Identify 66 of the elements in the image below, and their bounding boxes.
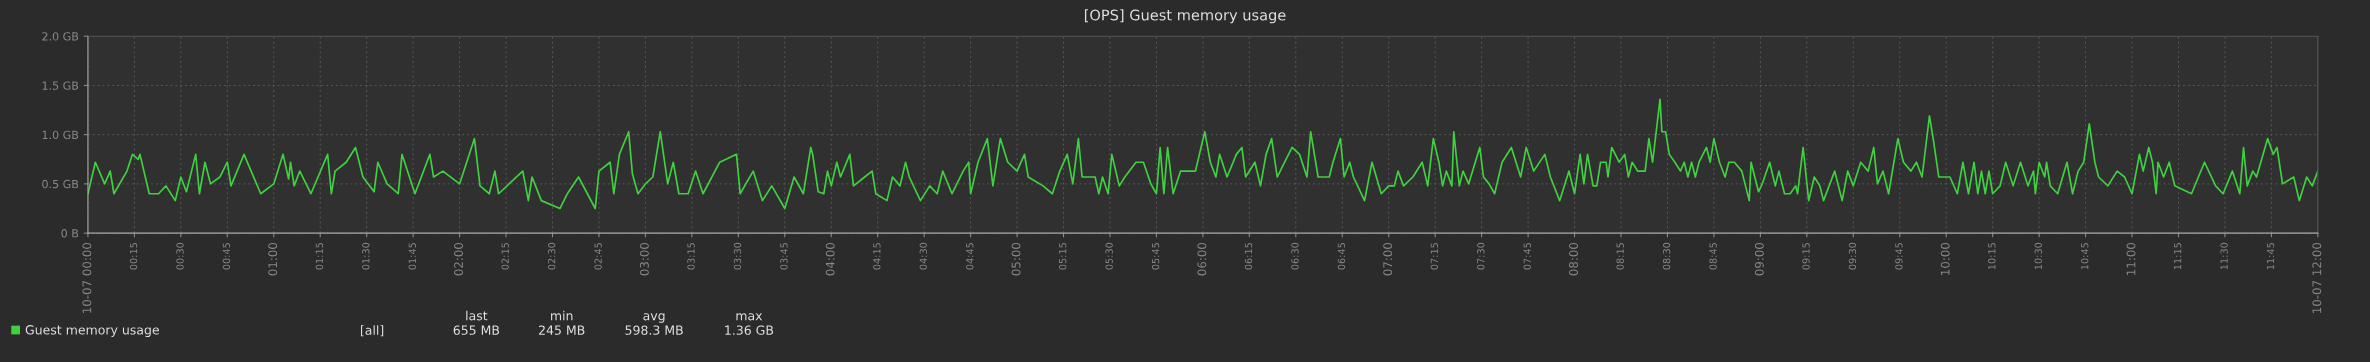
x-tick-label: 01:15 [315, 243, 324, 270]
x-tick-label: 04:00 [825, 242, 835, 276]
text: max [736, 313, 763, 321]
text: min [551, 310, 573, 321]
x-tick-label: 08:45 [1709, 243, 1717, 270]
x-tick-label: 10-07 12:00 [2312, 242, 2322, 313]
x-tick-label: 06:45 [1337, 243, 1346, 270]
x-tick-label: 05:15 [1058, 243, 1067, 270]
x-tick-label: 06:15 [1244, 243, 1253, 270]
legend-label: Guest memory usage [25, 325, 159, 337]
x-tick-label: 00:15 [129, 243, 138, 270]
x-tick-label: 10:15 [1988, 243, 1996, 270]
x-tick-label: 05:30 [1105, 242, 1113, 270]
x-tick-label: 02:45 [594, 243, 602, 270]
x-tick-label: 07:45 [1523, 243, 1531, 270]
y-tick-label: 1.5 GB [42, 81, 79, 90]
x-tick-label: 09:15 [1802, 243, 1810, 270]
x-tick-label: 06:00 [1197, 242, 1207, 276]
chart-title: [OPS] Guest memory usage [1084, 9, 1286, 24]
x-tick-label: 01:00 [268, 242, 278, 276]
x-tick-label: 07:30 [1477, 242, 1485, 270]
x-tick-label: 10:30 [2034, 242, 2042, 270]
x-tick-label: 03:30 [733, 242, 742, 270]
text: avg [643, 313, 665, 323]
x-tick-label: 03:00 [639, 242, 649, 276]
x-tick-label: 05:00 [1011, 242, 1021, 276]
x-tick-label: 10:00 [1940, 242, 1950, 275]
x-tick-label: 09:00 [1754, 242, 1764, 276]
x-tick-label: 01:30 [362, 242, 370, 270]
x-tick-label: 09:45 [1895, 243, 1903, 270]
text: 598.3 MB [625, 325, 683, 335]
x-tick-label: 05:45 [1151, 243, 1160, 270]
x-tick-label: 09:30 [1848, 242, 1857, 270]
y-tick-label: 2.0 GB [42, 32, 79, 41]
text: 245 MB [539, 325, 585, 335]
x-tick-label: 03:45 [780, 243, 788, 270]
text: 655 MB [453, 325, 500, 335]
x-tick-label: 02:30 [547, 242, 556, 270]
x-tick-label: 00:45 [222, 243, 231, 270]
x-tick-label: 04:45 [966, 243, 974, 270]
x-tick-label: 11:00 [2126, 242, 2136, 275]
text: 1.36 GB [725, 325, 774, 335]
x-tick-label: 01:45 [408, 243, 416, 270]
y-tick-label: 0.5 GB [42, 179, 79, 189]
x-tick-label: 04:30 [919, 242, 927, 270]
y-tick-label: 1.0 GB [42, 130, 79, 140]
x-tick-label: 11:15 [2174, 243, 2182, 270]
x-tick-label: 10:45 [2081, 243, 2089, 270]
x-tick-label: 04:15 [873, 243, 881, 270]
x-tick-label: 03:15 [687, 243, 695, 270]
x-tick-label: 00:30 [176, 242, 184, 270]
x-tick-label: 06:30 [1291, 242, 1299, 270]
x-tick-label: 08:30 [1662, 242, 1671, 270]
x-tick-label: 02:00 [454, 242, 464, 276]
x-tick-label: 08:00 [1569, 242, 1578, 276]
x-tick-label: 11:45 [2267, 243, 2275, 270]
x-tick-label: 02:15 [501, 243, 509, 270]
x-tick-label: 08:15 [1616, 243, 1624, 270]
y-tick-label: 0 B [61, 229, 79, 238]
text: last [466, 310, 488, 321]
x-tick-label: 07:00 [1383, 242, 1393, 276]
text: [all] [360, 325, 384, 337]
x-tick-label: 07:15 [1430, 243, 1438, 270]
x-tick-label: 11:30 [2220, 242, 2228, 270]
line-series [87, 98, 2318, 210]
x-tick-label: 10-07 00:00 [82, 242, 92, 313]
